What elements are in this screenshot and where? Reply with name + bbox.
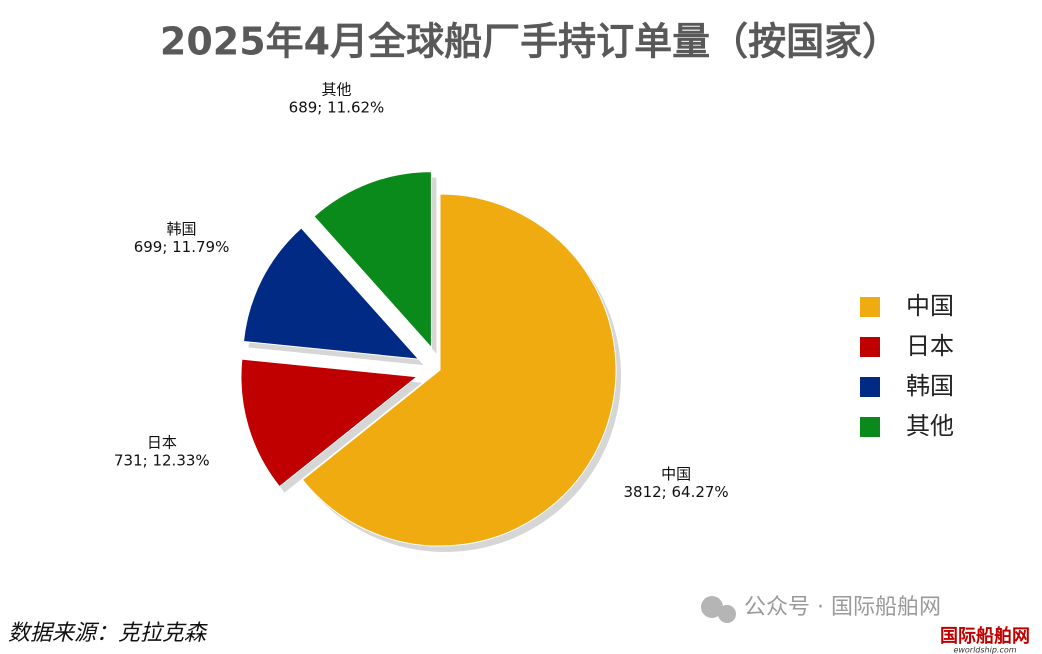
slice-label-name: 其他 (321, 81, 351, 99)
slice (240, 358, 419, 488)
legend-label: 日本 (906, 332, 954, 360)
slice-label-name: 中国 (661, 465, 691, 483)
slice (313, 171, 432, 349)
chart-title: 2025年4月全球船厂手持订单量（按国家） (160, 20, 900, 64)
watermark: 公众号 · 国际船舶网 (744, 595, 941, 620)
slice-label-name: 日本 (147, 434, 177, 452)
slice-label-value: 731; 12.33% (114, 452, 210, 470)
legend-swatch (860, 337, 880, 357)
slice (301, 193, 617, 547)
legend-label: 其他 (906, 412, 954, 440)
logo: 国际船舶网 (940, 625, 1030, 647)
watermark-icon (701, 596, 736, 623)
source: 数据来源：克拉克森 (8, 621, 208, 646)
slice (242, 227, 420, 360)
logo-url: eworldship.com (953, 646, 1016, 654)
legend-swatch (860, 297, 880, 317)
legend-swatch (860, 417, 880, 437)
legend-label: 韩国 (906, 372, 954, 400)
slice-label-value: 3812; 64.27% (623, 483, 728, 501)
slice-label-value: 699; 11.79% (134, 238, 230, 256)
legend-label: 中国 (906, 292, 954, 320)
slice-label-name: 韩国 (167, 220, 197, 238)
legend-swatch (860, 377, 880, 397)
slice-label-value: 689; 11.62% (289, 99, 385, 117)
